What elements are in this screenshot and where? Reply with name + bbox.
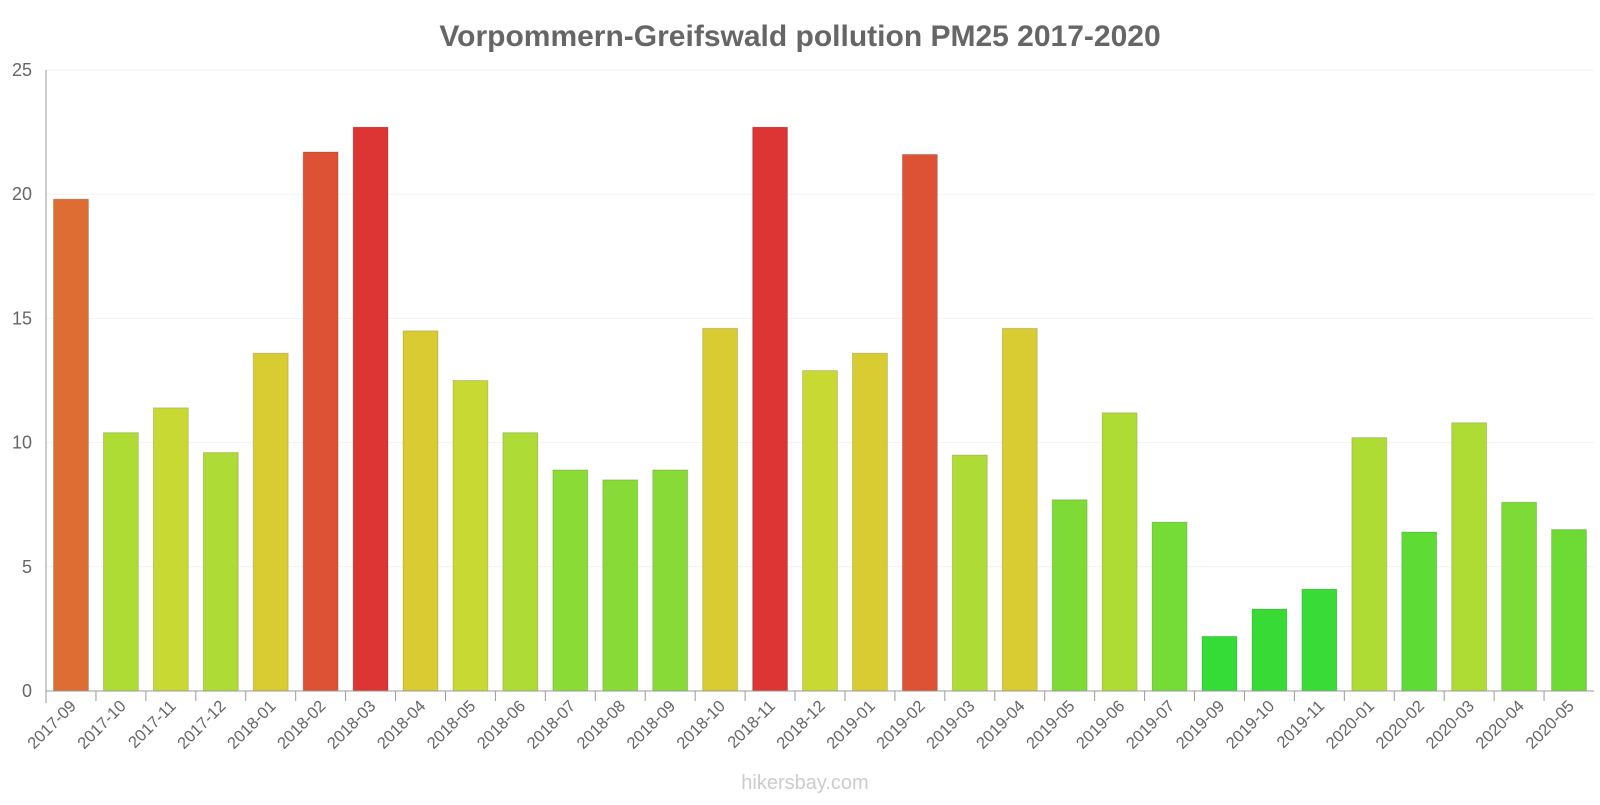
y-tick-label: 5	[22, 557, 32, 577]
bars	[52, 126, 1588, 692]
x-tick-label: 2018-03	[324, 697, 380, 753]
bar-2018-12	[802, 370, 838, 692]
y-tick-label: 25	[12, 60, 32, 80]
bar-2019-10	[1251, 608, 1288, 692]
bar-2017-11	[152, 407, 189, 692]
x-tick-label: 2019-07	[1123, 697, 1179, 753]
chart-title: Vorpommern-Greifswald pollution PM25 201…	[439, 20, 1160, 53]
bar-2020-04	[1501, 501, 1538, 692]
x-tick-label: 2020-05	[1522, 697, 1578, 753]
x-tick-label: 2019-06	[1073, 697, 1129, 753]
x-tick-label: 2020-04	[1472, 697, 1528, 753]
bar-2019-06	[1101, 412, 1138, 692]
x-tick-label: 2019-02	[873, 697, 929, 753]
x-tick-label: 2018-10	[673, 697, 729, 753]
bar-2019-01	[851, 352, 888, 692]
bar-2020-03	[1451, 422, 1488, 692]
bar-2018-01	[252, 352, 289, 692]
x-tick-label: 2018-08	[574, 697, 630, 753]
x-tick-label: 2018-01	[224, 697, 280, 753]
bar-2018-08	[602, 479, 639, 692]
x-tick-labels: 2017-092017-102017-112017-122018-012018-…	[24, 691, 1578, 753]
y-tick-label: 20	[12, 184, 32, 204]
bar-2018-09	[652, 469, 689, 692]
bar-2019-03	[951, 454, 988, 692]
y-tick-label: 0	[22, 681, 32, 701]
x-tick-label: 2020-03	[1422, 697, 1478, 753]
bar-2020-05	[1551, 529, 1588, 692]
bar-2018-07	[552, 469, 589, 692]
bar-2018-02	[302, 151, 339, 692]
x-tick-label: 2017-10	[74, 697, 130, 753]
x-tick-label: 2020-01	[1323, 697, 1379, 753]
y-tick-label: 15	[12, 308, 32, 328]
x-tick-label: 2017-11	[125, 697, 180, 752]
bar-2018-10	[702, 327, 739, 692]
bar-2019-09	[1201, 635, 1238, 692]
bar-2017-09	[52, 198, 89, 692]
x-tick-label: 2019-03	[923, 697, 979, 753]
bar-2019-05	[1051, 499, 1088, 692]
x-tick-label: 2018-07	[524, 697, 580, 753]
x-tick-label: 2019-11	[1273, 697, 1328, 752]
y-tick-labels: 0 5 10 15 20 25	[12, 60, 32, 701]
bar-2018-04	[402, 330, 439, 692]
x-tick-label: 2018-11	[724, 697, 779, 752]
x-tick-label: 2017-09	[24, 697, 80, 753]
bar-2017-10	[102, 432, 139, 692]
axes	[45, 70, 1594, 703]
bar-2018-11	[752, 126, 789, 692]
x-tick-label: 2019-01	[823, 697, 879, 753]
y-tick-label: 10	[12, 433, 32, 453]
bar-2020-01	[1351, 437, 1388, 692]
x-tick-label: 2018-04	[374, 697, 430, 753]
x-tick-label: 2019-04	[973, 697, 1029, 753]
bar-2017-12	[202, 452, 239, 692]
x-tick-label: 2020-02	[1373, 697, 1429, 753]
bar-2018-03	[352, 126, 389, 692]
bar-2019-02	[901, 153, 938, 692]
bar-2019-11	[1301, 588, 1338, 692]
bar-2018-05	[452, 380, 489, 692]
x-tick-label: 2019-10	[1223, 697, 1279, 753]
bar-2019-07	[1151, 521, 1188, 692]
x-tick-label: 2018-02	[274, 697, 330, 753]
x-tick-label: 2017-12	[174, 697, 230, 753]
bar-2020-02	[1401, 531, 1438, 692]
x-tick-label: 2019-05	[1023, 697, 1079, 753]
x-tick-label: 2019-09	[1173, 697, 1229, 753]
x-tick-label: 2018-09	[623, 697, 679, 753]
watermark: hikersbay.com	[741, 772, 868, 794]
x-tick-label: 2018-12	[773, 697, 829, 753]
bar-2018-06	[502, 432, 539, 692]
x-tick-label: 2018-06	[474, 697, 530, 753]
x-tick-label: 2018-05	[424, 697, 480, 753]
bar-2019-04	[1001, 327, 1038, 692]
